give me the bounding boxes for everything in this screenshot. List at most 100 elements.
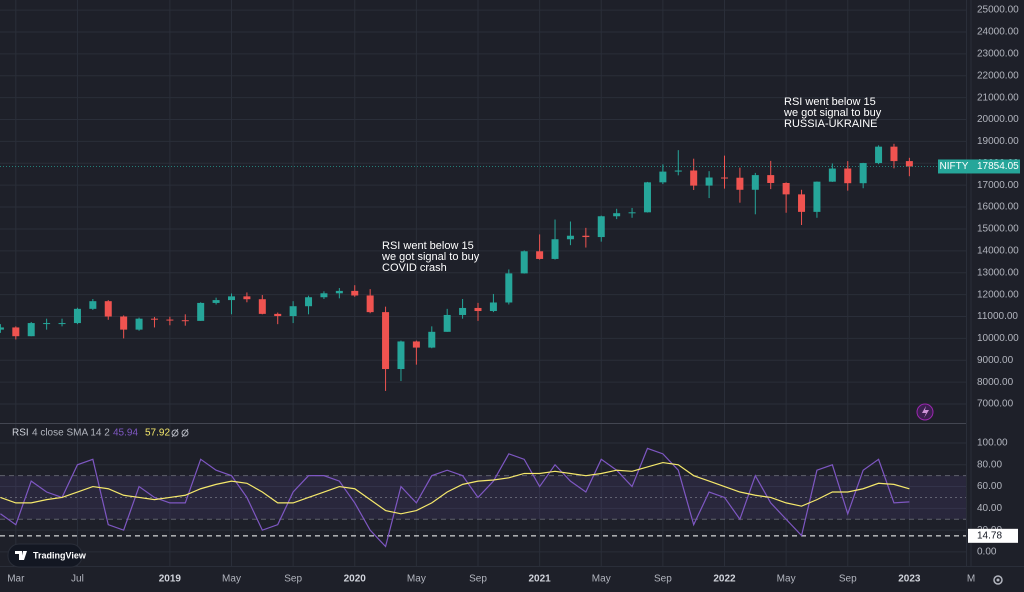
candle-body: [905, 161, 913, 167]
candle-body: [58, 323, 66, 325]
symbol-label-bg: [938, 159, 970, 174]
candle-body: [305, 297, 313, 307]
candle-body: [228, 296, 235, 301]
candle-body: [73, 308, 81, 324]
candle-body: [351, 290, 359, 296]
annotation-text: we got signal to buy: [381, 251, 480, 263]
candle-body: [705, 177, 713, 186]
annotation-text: RSI went below 15: [784, 96, 876, 108]
lightning-icon[interactable]: [916, 403, 934, 421]
symbol-label: NIFTY: [940, 161, 969, 172]
y-tick-label: 25000.00: [977, 5, 1019, 16]
x-tick-label: M: [967, 574, 975, 585]
x-tick-label: May: [592, 574, 611, 585]
y-tick-label: 16000.00: [977, 202, 1019, 213]
y-tick-label: 17000.00: [977, 180, 1019, 191]
y-tick-label: 12000.00: [977, 289, 1019, 300]
settings-icon[interactable]: [993, 575, 1003, 585]
y-tick-label: 8000.00: [977, 377, 1014, 388]
level-label: 14.78: [977, 530, 1002, 541]
candle-body: [613, 213, 621, 217]
hide-icon[interactable]: [171, 428, 179, 438]
candle-body: [767, 175, 775, 183]
grid: [0, 0, 972, 566]
x-tick-label: Mar: [7, 574, 25, 585]
brand-logo[interactable]: TradingView: [7, 543, 87, 568]
candle-body: [197, 302, 205, 321]
candle-body: [459, 307, 467, 315]
candle-body: [875, 146, 883, 164]
candle-body: [104, 301, 112, 317]
candle-body: [474, 307, 482, 312]
candle-body: [289, 306, 297, 317]
y-tick-label: 40.00: [977, 503, 1002, 514]
y-tick-label: 0.00: [977, 547, 997, 558]
candle-body: [551, 239, 559, 259]
candle-body: [166, 319, 174, 321]
indicator-value: 45.94: [113, 428, 138, 439]
annotation-text: COVID crash: [382, 262, 447, 274]
candle-body: [120, 316, 128, 330]
candle-body: [674, 170, 682, 172]
candle-body: [828, 168, 836, 182]
x-tick-label: Sep: [469, 574, 487, 585]
candle-body: [428, 331, 436, 348]
candle-body: [628, 212, 636, 214]
x-tick-label: 2020: [344, 574, 367, 585]
y-tick-label: 19000.00: [977, 136, 1019, 147]
level-label-bg: [968, 528, 1018, 543]
x-tick-label: Sep: [654, 574, 672, 585]
x-tick-label: Sep: [839, 574, 857, 585]
y-tick-label: 9000.00: [977, 355, 1014, 366]
y-tick-label: 15000.00: [977, 224, 1019, 235]
y-tick-label: 10000.00: [977, 333, 1019, 344]
hide-icon[interactable]: [181, 428, 189, 438]
candle-body: [597, 216, 605, 238]
candle-body: [274, 313, 282, 317]
candle-body: [751, 175, 759, 190]
candle-body: [813, 181, 821, 212]
candle-body: [150, 318, 158, 320]
x-tick-label: 2019: [159, 574, 182, 585]
brand-name: TradingView: [33, 550, 87, 560]
x-tick-label: May: [777, 574, 796, 585]
annotation-text: we got signal to buy: [783, 107, 882, 119]
candle-body: [505, 273, 513, 303]
x-tick-label: 2021: [529, 574, 552, 585]
indicator-header[interactable]: RSI 4 close SMA 14 2 45.94 57.92: [12, 428, 189, 439]
y-tick-label: 14000.00: [977, 245, 1019, 256]
candle-body: [736, 177, 744, 190]
candle-body: [320, 293, 328, 298]
candle-body: [382, 312, 390, 370]
indicator-line: [0, 447, 910, 548]
last-price-label: 17854.05: [977, 161, 1019, 172]
y-tick-label: 13000.00: [977, 267, 1019, 278]
candle-body: [798, 194, 806, 212]
annotation-text: RUSSIA-UKRAINE: [784, 118, 878, 130]
candle-body: [859, 163, 867, 184]
candle-body: [690, 170, 698, 186]
candle-body: [0, 327, 4, 330]
y-tick-label: 21000.00: [977, 92, 1019, 103]
indicator-name: RSI: [12, 428, 29, 439]
y-tick-label: 80.00: [977, 459, 1002, 470]
candle-body: [366, 295, 374, 313]
candle-body: [258, 299, 266, 314]
pane-separator: [0, 423, 966, 424]
candle-body: [890, 146, 898, 162]
candle-body: [181, 320, 189, 322]
x-tick-label: May: [222, 574, 241, 585]
candle-body: [643, 182, 651, 213]
marks: [0, 143, 966, 548]
candle-body: [12, 327, 20, 337]
candle-body: [43, 323, 51, 325]
y-tick-label: 24000.00: [977, 27, 1019, 38]
y-tick-label: 60.00: [977, 481, 1002, 492]
y-tick-label: 20000.00: [977, 114, 1019, 125]
candle-body: [335, 290, 343, 294]
y-tick-label: 22000.00: [977, 70, 1019, 81]
candle-body: [89, 301, 97, 309]
y-tick-label: 23000.00: [977, 48, 1019, 59]
y-tick-label: 100.00: [977, 438, 1008, 449]
